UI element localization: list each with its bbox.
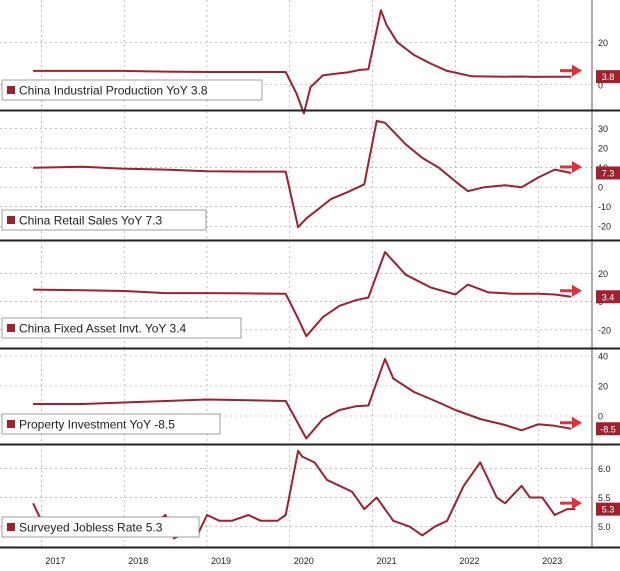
arrow-head	[572, 416, 582, 429]
arrow-head	[572, 160, 582, 173]
legend-swatch	[7, 86, 15, 94]
legend-swatch	[7, 523, 15, 531]
last-value-badge	[596, 70, 620, 84]
panel-4: 0 20 40 -8.5 Property Investment YoY -8.5	[0, 349, 620, 446]
y-tick-label: -20	[598, 325, 611, 335]
x-tick-label: 2019	[211, 556, 231, 566]
y-tick-label: 20	[598, 144, 608, 154]
legend-box	[1, 79, 263, 101]
trend-arrow-icon	[560, 416, 582, 429]
trend-arrow-icon	[560, 160, 582, 173]
last-value-text: 7.3	[602, 168, 615, 178]
series-line	[33, 251, 572, 338]
x-tick-label: 2017	[45, 556, 65, 566]
legend-box	[1, 317, 242, 339]
legend-label: China Fixed Asset Invt. YoY 3.4	[19, 322, 187, 336]
x-tick-label: 2020	[294, 556, 314, 566]
last-value-badge	[596, 422, 620, 436]
y-tick-label: -10	[598, 202, 611, 212]
legend-swatch	[7, 216, 15, 224]
last-value-badge	[596, 166, 620, 180]
legend-box	[1, 209, 207, 231]
y-tick-label: 40	[598, 352, 608, 362]
trend-arrow-icon	[560, 284, 582, 297]
y-tick-label: 5.5	[598, 493, 611, 503]
arrow-head	[572, 284, 582, 297]
y-tick-label: 30	[598, 124, 608, 134]
legend-label: Property Investment YoY -8.5	[19, 418, 175, 432]
trend-arrow-icon	[560, 497, 582, 510]
x-tick-label: 2022	[459, 556, 479, 566]
y-tick-label: 20	[598, 269, 608, 279]
arrow-head	[572, 497, 582, 510]
series-line	[33, 119, 572, 229]
series-line	[33, 9, 572, 115]
legend-label: Surveyed Jobless Rate 5.3	[19, 521, 163, 535]
panel-1: 0 20 3.8 China Industrial Production YoY 3.…	[0, 0, 620, 115]
last-value-text: 3.8	[602, 72, 615, 82]
x-axis: 2017 2018 2019 2020 2021 2022 2023	[45, 556, 562, 566]
last-value-badge	[596, 290, 620, 304]
last-value-text: -8.5	[600, 424, 616, 434]
legend-label: China Industrial Production YoY 3.8	[19, 84, 208, 98]
trend-arrow-icon	[560, 64, 582, 77]
y-tick-label: -20	[598, 222, 611, 232]
y-tick-label: 0	[598, 80, 603, 90]
arrow-head	[572, 64, 582, 77]
last-value-text: 3.4	[602, 292, 615, 302]
legend-swatch	[7, 324, 15, 332]
y-tick-label: 6.0	[598, 464, 611, 474]
legend-box	[1, 413, 221, 435]
y-tick-label: 0	[598, 183, 603, 193]
y-tick-label: 20	[598, 382, 608, 392]
last-value-badge	[596, 502, 620, 516]
panel-5: 5.0 5.5 6.0 5.3 Surveyed Jobless Rate 5.3	[0, 445, 620, 549]
last-value-text: 5.3	[602, 505, 615, 515]
y-tick-label: 5.0	[598, 522, 611, 532]
x-tick-label: 2018	[128, 556, 148, 566]
x-tick-label: 2021	[377, 556, 397, 566]
series-line	[33, 358, 572, 440]
legend-swatch	[7, 420, 15, 428]
legend-label: China Retail Sales YoY 7.3	[19, 214, 163, 228]
y-tick-label: 0	[598, 412, 603, 422]
y-tick-label: 20	[598, 38, 608, 48]
x-tick-label: 2023	[542, 556, 562, 566]
legend-box	[1, 516, 200, 538]
